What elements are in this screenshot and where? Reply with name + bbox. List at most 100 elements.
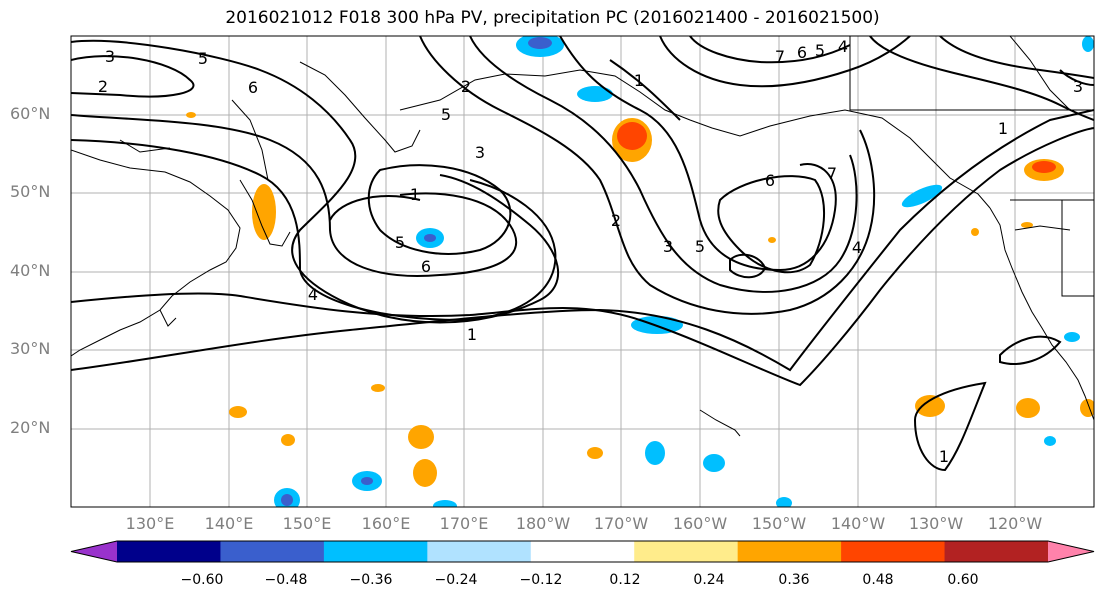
pv-contour — [71, 139, 557, 322]
contour-label: 1 — [467, 325, 477, 344]
precipitation-shading — [186, 36, 1094, 507]
colorbar-swatch — [634, 541, 739, 562]
pv-contour — [689, 36, 851, 64]
lon-tick-label: 170°W — [593, 514, 649, 533]
lat-tick-label: 30°N — [10, 339, 51, 358]
lon-tick-label: 140°E — [204, 514, 254, 533]
colorbar-tick-label: 0.24 — [693, 572, 725, 588]
precip-blob-positive — [1016, 398, 1040, 418]
precip-blob-negative — [901, 184, 943, 208]
precip-blob-negative — [577, 86, 613, 102]
lat-tick-label: 50°N — [10, 182, 51, 201]
contour-label: 3 — [105, 47, 115, 66]
colorbar — [70, 540, 1095, 563]
lon-tick-label: 160°E — [361, 514, 411, 533]
pv-contour — [559, 36, 837, 272]
pv-contour — [71, 114, 517, 277]
contour-label: 2 — [461, 77, 471, 96]
pv-contour — [729, 253, 767, 279]
colorbar-tick-label: −0.60 — [180, 572, 224, 588]
contour-label: 6 — [248, 78, 258, 97]
colorbar-swatch — [841, 541, 946, 562]
pv-contour — [71, 55, 195, 98]
colorbar-extend-max — [1048, 541, 1094, 562]
lon-tick-label: 170°E — [439, 514, 489, 533]
precip-blob-positive — [252, 184, 276, 240]
precip-blob-positive — [408, 425, 434, 449]
contour-label: 5 — [441, 105, 451, 124]
pv-contours — [71, 36, 1094, 472]
contour-label: 5 — [395, 233, 405, 252]
contour-label: 1 — [939, 447, 949, 466]
contour-label: 4 — [308, 285, 318, 304]
colorbar-swatch — [944, 541, 1049, 562]
pv-contour — [913, 381, 987, 472]
contour-label: 6 — [797, 43, 807, 62]
pv-contour — [71, 39, 559, 324]
contour-label: 1 — [410, 185, 420, 204]
colorbar-tick-label: −0.24 — [434, 572, 478, 588]
contour-label: 4 — [852, 238, 862, 257]
colorbar-swatch — [220, 541, 325, 562]
contour-label: 1 — [634, 71, 644, 90]
lon-tick-label: 150°W — [751, 514, 807, 533]
lon-tick-label: 130°E — [125, 514, 175, 533]
pv-contour — [419, 36, 876, 315]
contour-label: 2 — [98, 77, 108, 96]
lon-tick-label: 140°W — [830, 514, 886, 533]
contour-label: 5 — [198, 49, 208, 68]
pv-contour — [71, 109, 1094, 372]
pv-contour — [1059, 69, 1094, 86]
colorbar-swatch — [427, 541, 532, 562]
colorbar-outline — [70, 540, 1095, 563]
colorbar-extend-min — [71, 541, 117, 562]
contour-label: 7 — [827, 164, 837, 183]
pv-contour — [869, 36, 1094, 121]
colorbar-tick-label: −0.48 — [264, 572, 308, 588]
colorbar-tick-label: 0.60 — [947, 572, 979, 588]
map-frame — [70, 35, 1095, 508]
contour-label: 6 — [421, 257, 431, 276]
pv-contour — [71, 127, 1094, 387]
pv-contour — [469, 36, 858, 293]
colorbar-tick-label: −0.12 — [519, 572, 563, 588]
contour-label: 6 — [765, 171, 775, 190]
pv-contour — [367, 164, 512, 255]
colorbar-swatch — [117, 541, 221, 562]
lon-tick-label: 150°E — [282, 514, 332, 533]
colorbar-swatch — [530, 541, 635, 562]
precip-blob-positive — [915, 395, 945, 417]
pv-contour — [999, 335, 1062, 365]
pv-contour — [609, 59, 681, 121]
contour-label: 3 — [1073, 77, 1083, 96]
contour-label: 5 — [815, 41, 825, 60]
pv-contour — [329, 195, 421, 221]
colorbar-swatch — [737, 541, 842, 562]
contour-labels: 3 2 5 6 2 5 3 1 5 6 4 1 2 3 5 6 7 4 1 3 … — [98, 37, 1083, 466]
colorbar-tick-label: 0.12 — [609, 572, 641, 588]
lat-tick-label: 40°N — [10, 261, 51, 280]
contour-label: 2 — [611, 211, 621, 230]
lon-tick-label: 130°W — [908, 514, 964, 533]
lon-tick-label: 180°W — [515, 514, 571, 533]
colorbar-tick-label: −0.36 — [349, 572, 393, 588]
lat-tick-label: 60°N — [10, 104, 51, 123]
pv-contour — [717, 175, 826, 274]
graticule — [71, 36, 1094, 507]
contour-label: 1 — [998, 119, 1008, 138]
lon-tick-label: 120°W — [987, 514, 1043, 533]
figure-title: 2016021012 F018 300 hPa PV, precipitatio… — [225, 8, 880, 28]
colorbar-swatch — [323, 541, 428, 562]
contour-label: 3 — [663, 237, 673, 256]
colorbar-tick-label: 0.48 — [862, 572, 894, 588]
lat-tick-label: 20°N — [10, 418, 51, 437]
colorbar-tick-label: 0.36 — [778, 572, 810, 588]
contour-label: 4 — [838, 37, 848, 56]
contour-label: 3 — [475, 143, 485, 162]
contour-label: 5 — [695, 237, 705, 256]
pv-contour — [659, 36, 911, 88]
pv-contour — [939, 36, 1094, 79]
contour-label: 7 — [775, 47, 785, 66]
lon-tick-label: 160°W — [672, 514, 728, 533]
